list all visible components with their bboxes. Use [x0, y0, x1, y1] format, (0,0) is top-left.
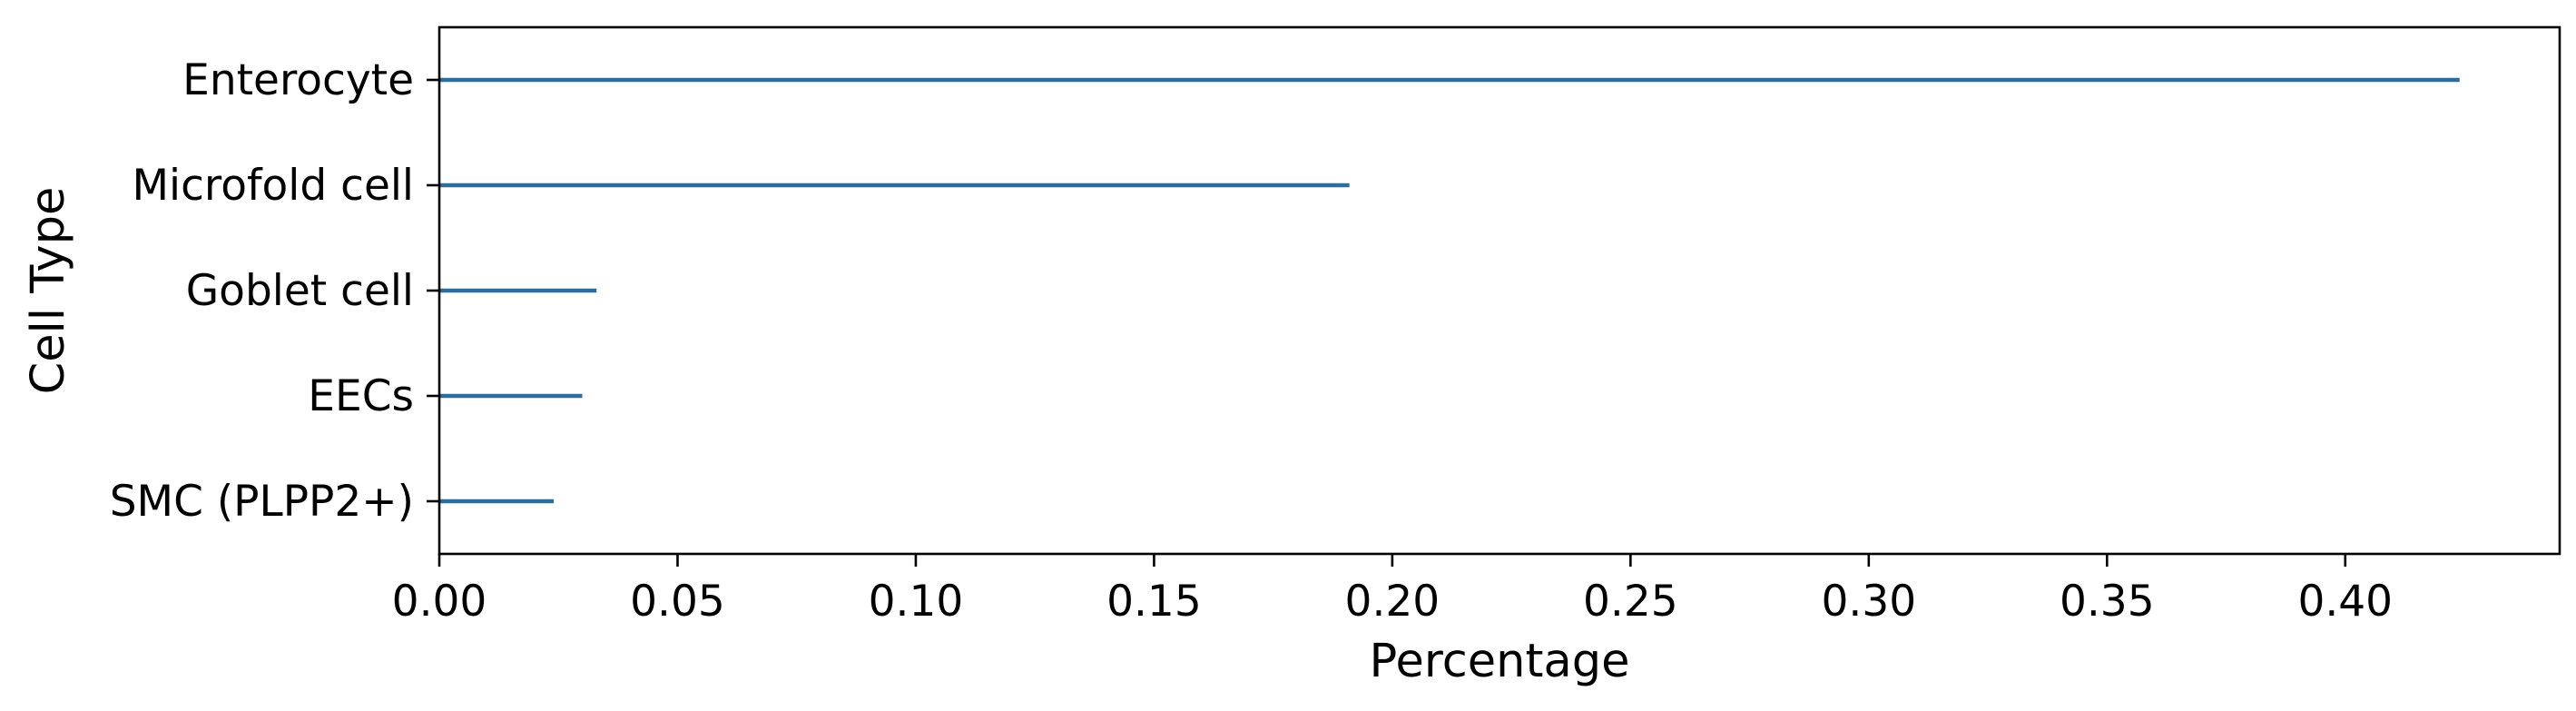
x-tick-label: 0.25: [1583, 577, 1678, 627]
x-tick-label: 0.40: [2297, 577, 2393, 627]
x-tick-label: 0.35: [2060, 577, 2155, 627]
x-tick-label: 0.15: [1106, 577, 1202, 627]
y-axis-label: Cell Type: [22, 187, 75, 395]
y-tick-label: EECs: [308, 371, 414, 421]
x-tick-label: 0.20: [1345, 577, 1440, 627]
bars-group: [439, 77, 2460, 504]
x-axis-label: Percentage: [1370, 635, 1630, 688]
x-tick-label: 0.10: [869, 577, 964, 627]
x-tick-label: 0.30: [1822, 577, 1917, 627]
x-tick-label: 0.05: [630, 577, 725, 627]
x-tick-label: 0.00: [392, 577, 487, 627]
y-tick-label: SMC (PLPP2+): [110, 477, 414, 527]
plot-frame: [438, 25, 2561, 556]
y-tick-label: Microfold cell: [132, 161, 414, 211]
y-tick-label: Goblet cell: [186, 266, 414, 316]
y-tick-label: Enterocyte: [182, 55, 414, 105]
y-axis-ticks: Enterocyte Microfold cell Goblet cell EECs S…: [110, 55, 439, 527]
x-axis-ticks: 0.00 0.05 0.10 0.15 0.20 0.25 0.30 0.35 0.40: [392, 554, 2393, 627]
